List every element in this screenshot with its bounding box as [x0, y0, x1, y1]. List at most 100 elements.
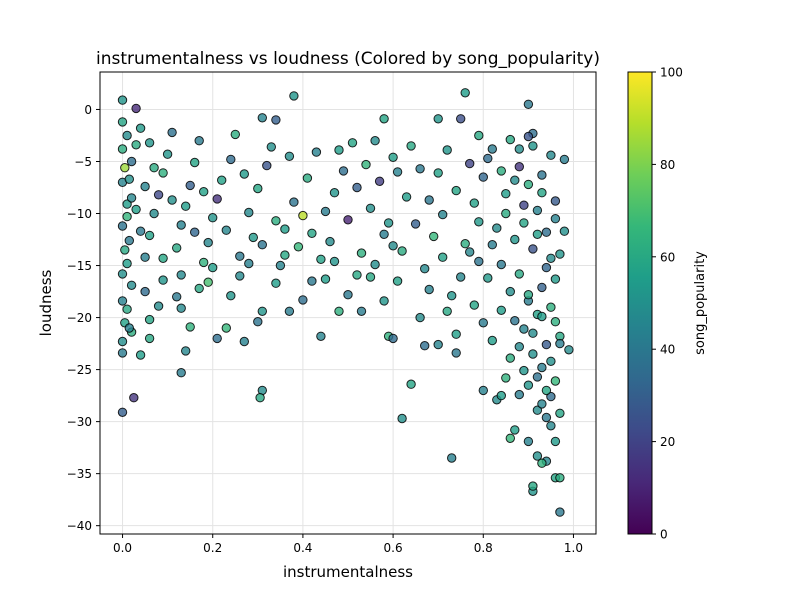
x-axis: 0.0 0.2 0.4 0.6 0.8 1.0 [113, 534, 583, 555]
data-point [203, 237, 213, 248]
data-point [420, 264, 430, 274]
data-point [176, 220, 186, 230]
data-point [550, 214, 561, 224]
y-tick-label: −30 [67, 415, 92, 429]
data-point [144, 314, 155, 325]
data-point [519, 324, 529, 334]
colorbar-gradient [627, 71, 653, 535]
data-point [474, 217, 484, 227]
data-point [135, 226, 146, 236]
data-point [478, 385, 488, 396]
y-tick-label: −10 [67, 207, 92, 221]
data-point [564, 345, 574, 355]
data-point [266, 142, 276, 152]
data-point [194, 136, 204, 146]
data-point [144, 333, 155, 344]
data-point [244, 207, 254, 218]
data-point [135, 350, 146, 360]
data-point [235, 251, 245, 261]
data-point [158, 275, 168, 285]
data-point [523, 179, 534, 190]
data-point [528, 141, 538, 151]
data-point [469, 300, 479, 310]
x-tick-label: 1.0 [564, 541, 583, 555]
data-point [361, 159, 371, 170]
data-point [347, 138, 358, 148]
y-axis-label: loudness [37, 269, 55, 336]
data-point [226, 291, 236, 301]
data-point [334, 306, 344, 316]
x-tick-label: 0.2 [203, 541, 222, 555]
colorbar-tick-label: 20 [660, 435, 675, 449]
y-axis: 0 −5 −10 −15 −20 −25 −30 −35 −40 [67, 103, 100, 533]
data-point [456, 114, 466, 124]
data-point [469, 198, 479, 208]
data-point [122, 304, 132, 314]
data-point [356, 306, 367, 316]
data-point [546, 253, 556, 263]
data-point [185, 180, 195, 191]
colorbar: 0 20 40 60 80 100 song_popularity [627, 66, 708, 542]
x-tick-label: 0.0 [113, 541, 132, 555]
data-point [438, 252, 448, 262]
y-tick-label: −35 [67, 467, 92, 481]
data-point [559, 154, 570, 165]
data-point [190, 227, 200, 237]
data-point [537, 311, 547, 322]
data-point [298, 295, 308, 305]
data-point [532, 405, 543, 415]
data-point [255, 393, 265, 403]
data-point [483, 153, 493, 164]
data-point [356, 248, 367, 258]
data-point [514, 162, 524, 172]
data-point [194, 283, 204, 294]
data-point [388, 152, 398, 163]
data-point [442, 306, 452, 316]
data-point [176, 368, 186, 378]
colorbar-label: song_popularity [693, 251, 708, 355]
data-point [117, 144, 128, 154]
data-point [140, 286, 150, 297]
data-point [532, 229, 543, 240]
plot-area [117, 88, 574, 517]
data-point [505, 433, 515, 443]
data-point [280, 250, 290, 260]
data-point [144, 230, 155, 241]
data-point [199, 257, 209, 268]
data-point [208, 213, 218, 223]
data-point [523, 436, 534, 447]
y-tick-label: −15 [67, 259, 92, 273]
data-point [528, 481, 538, 491]
data-point [176, 303, 186, 313]
x-tick-label: 0.4 [293, 541, 312, 555]
data-point [262, 160, 272, 171]
data-point [555, 473, 565, 483]
data-point [181, 201, 191, 211]
data-point [153, 301, 164, 311]
data-point [465, 247, 475, 257]
data-point [514, 389, 524, 400]
data-point [510, 175, 520, 185]
data-point [131, 204, 141, 215]
data-point [117, 296, 128, 306]
data-point [537, 458, 547, 468]
data-point [501, 208, 511, 219]
data-point [510, 425, 520, 435]
data-point [131, 140, 141, 150]
data-point [117, 221, 128, 231]
y-tick-label: −5 [74, 155, 92, 169]
y-tick-label: −20 [67, 311, 92, 325]
data-point [365, 272, 376, 282]
data-point [555, 249, 565, 259]
x-tick-label: 0.8 [474, 541, 493, 555]
data-point [541, 262, 552, 273]
data-point [483, 273, 493, 283]
data-point [374, 176, 385, 187]
data-point [126, 156, 137, 167]
x-axis-label: instrumentalness [283, 563, 413, 581]
data-point [257, 306, 267, 316]
data-point [316, 331, 326, 341]
data-point [126, 193, 137, 203]
data-point [519, 218, 529, 228]
data-point [383, 218, 394, 228]
